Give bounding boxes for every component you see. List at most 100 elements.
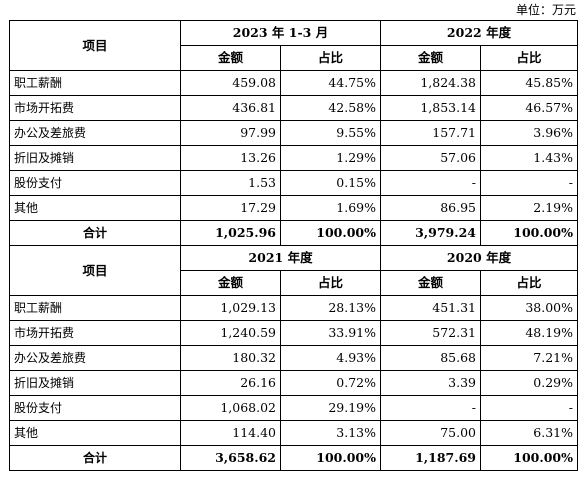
- amount-cell: 75.00: [380, 420, 481, 446]
- expense-table-body: 项目 2023 年 1-3 月 2022 年度 金额 占比 金额 占比 职工薪酬 459.08 4…: [9, 20, 578, 471]
- ratio-cell: 4.93%: [280, 345, 381, 371]
- ratio-column-header: 占比: [480, 45, 578, 71]
- ratio-cell: 3.96%: [480, 120, 578, 146]
- ratio-column-header: 占比: [280, 270, 381, 296]
- ratio-cell: 28.13%: [280, 295, 381, 321]
- amount-cell: 1,824.38: [380, 70, 481, 96]
- table-row: 其他 17.29 1.69% 86.95 2.19%: [9, 195, 578, 221]
- period-header: 2022 年度: [380, 20, 578, 46]
- ratio-cell: 2.19%: [480, 195, 578, 221]
- amount-cell: 1,029.13: [180, 295, 281, 321]
- amount-column-header: 金额: [380, 45, 481, 71]
- ratio-cell: 7.21%: [480, 345, 578, 371]
- amount-cell: 1,853.14: [380, 95, 481, 121]
- item-column-header: 项目: [9, 20, 181, 71]
- table-row: 职工薪酬 459.08 44.75% 1,824.38 45.85%: [9, 70, 578, 96]
- amount-cell: 180.32: [180, 345, 281, 371]
- period-header: 2023 年 1-3 月: [180, 20, 381, 46]
- total-row: 合计 1,025.96 100.00% 3,979.24 100.00%: [9, 220, 578, 246]
- total-label: 合计: [9, 445, 181, 471]
- amount-cell: 1,240.59: [180, 320, 281, 346]
- total-ratio-cell: 100.00%: [280, 445, 381, 471]
- item-column-header: 项目: [9, 245, 181, 296]
- expense-table: 项目 2023 年 1-3 月 2022 年度 金额 占比 金额 占比 职工薪酬 459.08 4…: [9, 20, 578, 471]
- ratio-cell: -: [480, 170, 578, 196]
- table-row: 股份支付 1,068.02 29.19% - -: [9, 395, 578, 421]
- period-header: 2020 年度: [380, 245, 578, 271]
- unit-label: 单位：万元: [515, 3, 576, 17]
- amount-column-header: 金额: [180, 270, 281, 296]
- ratio-cell: 0.15%: [280, 170, 381, 196]
- row-item-label: 市场开拓费: [9, 95, 181, 121]
- amount-cell: 1,068.02: [180, 395, 281, 421]
- header-row-columns: 金额 占比 金额 占比: [10, 270, 578, 296]
- total-ratio-cell: 100.00%: [280, 220, 381, 246]
- row-item-label: 职工薪酬: [9, 70, 181, 96]
- ratio-cell: 29.19%: [280, 395, 381, 421]
- row-item-label: 市场开拓费: [9, 320, 181, 346]
- amount-cell: -: [380, 395, 481, 421]
- amount-cell: 1.53: [180, 170, 281, 196]
- ratio-cell: 38.00%: [480, 295, 578, 321]
- table-row: 折旧及摊销 26.16 0.72% 3.39 0.29%: [9, 370, 578, 396]
- ratio-cell: 45.85%: [480, 70, 578, 96]
- total-ratio-cell: 100.00%: [480, 220, 578, 246]
- ratio-cell: 46.57%: [480, 95, 578, 121]
- ratio-cell: 44.75%: [280, 70, 381, 96]
- amount-column-header: 金额: [180, 45, 281, 71]
- table-row: 市场开拓费 436.81 42.58% 1,853.14 46.57%: [9, 95, 578, 121]
- table-row: 职工薪酬 1,029.13 28.13% 451.31 38.00%: [9, 295, 578, 321]
- amount-cell: 114.40: [180, 420, 281, 446]
- row-item-label: 折旧及摊销: [9, 370, 181, 396]
- amount-cell: -: [380, 170, 481, 196]
- header-row-columns: 金额 占比 金额 占比: [10, 45, 578, 71]
- ratio-cell: 9.55%: [280, 120, 381, 146]
- row-item-label: 办公及差旅费: [9, 345, 181, 371]
- total-ratio-cell: 100.00%: [480, 445, 578, 471]
- amount-cell: 57.06: [380, 145, 481, 171]
- row-item-label: 折旧及摊销: [9, 145, 181, 171]
- row-item-label: 股份支付: [9, 170, 181, 196]
- table-row: 其他 114.40 3.13% 75.00 6.31%: [9, 420, 578, 446]
- table-row: 办公及差旅费 180.32 4.93% 85.68 7.21%: [9, 345, 578, 371]
- amount-cell: 451.31: [380, 295, 481, 321]
- table-row: 市场开拓费 1,240.59 33.91% 572.31 48.19%: [9, 320, 578, 346]
- amount-cell: 86.95: [380, 195, 481, 221]
- total-amount-cell: 1,025.96: [180, 220, 281, 246]
- total-amount-cell: 1,187.69: [380, 445, 481, 471]
- ratio-cell: 33.91%: [280, 320, 381, 346]
- amount-cell: 572.31: [380, 320, 481, 346]
- ratio-cell: 0.72%: [280, 370, 381, 396]
- amount-cell: 97.99: [180, 120, 281, 146]
- ratio-cell: 1.43%: [480, 145, 578, 171]
- row-item-label: 职工薪酬: [9, 295, 181, 321]
- period-header: 2021 年度: [180, 245, 381, 271]
- row-item-label: 其他: [9, 420, 181, 446]
- amount-column-header: 金额: [380, 270, 481, 296]
- total-amount-cell: 3,979.24: [380, 220, 481, 246]
- ratio-cell: 1.69%: [280, 195, 381, 221]
- amount-cell: 17.29: [180, 195, 281, 221]
- table-row: 办公及差旅费 97.99 9.55% 157.71 3.96%: [9, 120, 578, 146]
- header-row-period: 项目 2023 年 1-3 月 2022 年度: [9, 20, 578, 71]
- ratio-cell: 6.31%: [480, 420, 578, 446]
- amount-cell: 13.26: [180, 145, 281, 171]
- row-item-label: 其他: [9, 195, 181, 221]
- table-row: 折旧及摊销 13.26 1.29% 57.06 1.43%: [9, 145, 578, 171]
- amount-cell: 85.68: [380, 345, 481, 371]
- ratio-cell: -: [480, 395, 578, 421]
- row-item-label: 办公及差旅费: [9, 120, 181, 146]
- ratio-column-header: 占比: [280, 45, 381, 71]
- amount-cell: 3.39: [380, 370, 481, 396]
- amount-cell: 26.16: [180, 370, 281, 396]
- amount-cell: 157.71: [380, 120, 481, 146]
- ratio-cell: 3.13%: [280, 420, 381, 446]
- amount-cell: 459.08: [180, 70, 281, 96]
- ratio-cell: 1.29%: [280, 145, 381, 171]
- ratio-cell: 42.58%: [280, 95, 381, 121]
- table-row: 股份支付 1.53 0.15% - -: [9, 170, 578, 196]
- amount-cell: 436.81: [180, 95, 281, 121]
- header-row-period: 项目 2021 年度 2020 年度: [9, 245, 578, 296]
- ratio-cell: 0.29%: [480, 370, 578, 396]
- total-row: 合计 3,658.62 100.00% 1,187.69 100.00%: [9, 445, 578, 471]
